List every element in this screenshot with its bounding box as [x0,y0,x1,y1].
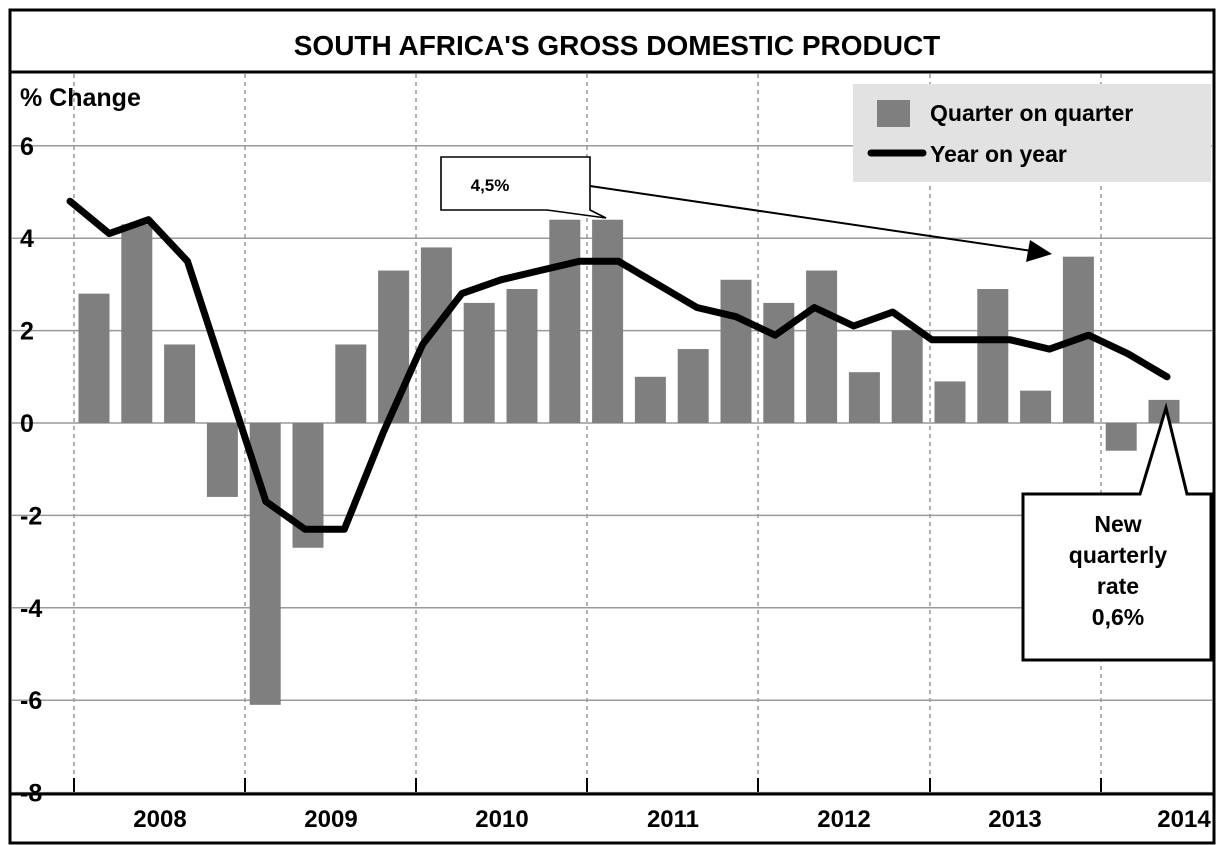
year-label: 2014 [1157,806,1211,833]
year-label: 2009 [304,806,357,833]
year-dividers [73,74,1102,794]
quarter-bar [634,376,666,423]
year-label: 2013 [988,806,1041,833]
quarter-bar [677,349,709,423]
callout-new-rate-text: New quarterly rate 0,6% [1069,511,1168,630]
year-label: 2011 [647,806,699,833]
quarter-bar [378,270,410,423]
quarter-bar [206,423,238,497]
year-label: 2012 [817,806,870,833]
quarter-bar [1105,423,1137,451]
quarter-bar [891,330,923,423]
legend: Quarter on quarter Year on year [853,84,1211,182]
quarter-bar [463,302,495,423]
callout-4-5-box [440,156,607,219]
quarter-bar [506,289,538,423]
y-tick-label: 4 [20,225,34,253]
quarter-bar [592,219,624,423]
year-label: 2010 [475,806,528,833]
trend-arrow-shaft [589,185,1033,252]
y-tick-label: -2 [20,502,42,530]
quarter-bar [335,344,367,423]
quarter-bar [848,372,880,423]
chart-title: SOUTH AFRICA'S GROSS DOMESTIC PRODUCT [294,30,941,61]
quarter-bar [720,279,752,423]
legend-swatch-bar [877,100,910,127]
trend-arrow [589,185,1052,262]
legend-box [853,84,1211,182]
quarter-bar [806,270,838,423]
quarter-bar [977,289,1009,423]
quarter-bar [164,344,196,423]
y-tick-label: -6 [20,687,42,715]
y-tick-label: 6 [20,133,34,161]
quarter-bar [934,381,966,423]
callout-new-rate-box [1021,402,1213,662]
trend-arrow-head [1026,240,1052,262]
year-label: 2008 [133,806,186,833]
legend-label-quarter: Quarter on quarter [930,100,1133,126]
y-tick-label: -4 [20,595,42,623]
quarter-bar [121,224,153,423]
year-on-year-line [66,197,1171,533]
y-tick-label: 2 [20,318,34,346]
quarter-bar [549,219,581,423]
quarter-bar [78,293,110,423]
callout-4-5-text: 4,5% [471,176,510,195]
quarter-bars [78,219,1180,705]
y-axis-label: % Change [20,84,141,112]
year-labels: 2008 2009 2010 2011 2012 2013 2014 [133,806,1211,833]
quarter-bar [1020,390,1052,423]
legend-label-year: Year on year [930,141,1067,167]
y-tick-label: 0 [20,410,34,438]
callout-new-rate: New quarterly rate 0,6% [1021,402,1213,662]
callout-4-5: 4,5% [440,156,607,219]
